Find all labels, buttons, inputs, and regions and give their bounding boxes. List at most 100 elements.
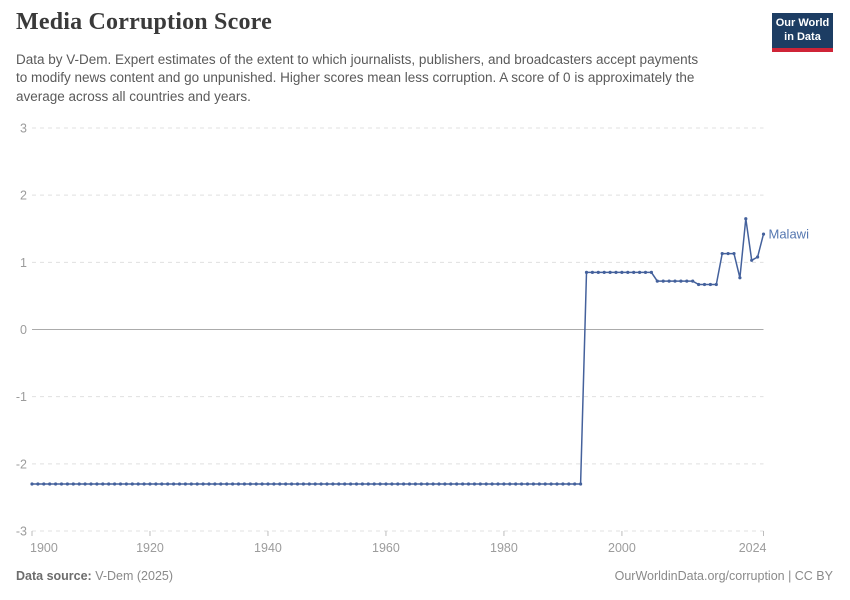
- data-point-marker: [284, 482, 288, 486]
- data-point-marker: [750, 258, 754, 262]
- y-axis-label: 0: [20, 323, 27, 337]
- data-point-marker: [343, 482, 347, 486]
- data-point-marker: [201, 482, 205, 486]
- data-point-marker: [655, 279, 659, 283]
- data-point-marker: [472, 482, 476, 486]
- data-point-marker: [295, 482, 300, 486]
- data-point-marker: [720, 252, 724, 256]
- data-point-marker: [514, 482, 518, 486]
- data-point-marker: [579, 482, 583, 486]
- data-point-marker: [177, 482, 182, 486]
- data-point-marker: [679, 279, 683, 283]
- data-point-marker: [520, 482, 524, 486]
- series-line-malawi[interactable]: [32, 218, 765, 485]
- data-point-marker: [360, 482, 364, 486]
- data-point-marker: [231, 482, 235, 486]
- y-axis-label: 1: [20, 256, 27, 270]
- data-point-marker: [154, 482, 158, 486]
- data-source: Data source: V-Dem (2025): [16, 569, 173, 583]
- data-point-marker: [531, 482, 536, 486]
- data-point-marker: [366, 482, 370, 486]
- data-point-marker: [124, 482, 128, 486]
- data-point-marker: [301, 482, 305, 486]
- data-point-marker: [290, 482, 294, 486]
- x-axis-label: 1900: [30, 541, 58, 555]
- data-point-marker: [614, 270, 618, 274]
- data-point-marker: [567, 482, 571, 486]
- data-point-marker: [596, 270, 600, 274]
- data-point-marker: [590, 270, 595, 274]
- data-point-marker: [331, 482, 335, 486]
- data-point-marker: [148, 482, 152, 486]
- data-point-marker: [407, 482, 412, 486]
- data-point-marker: [402, 482, 406, 486]
- data-point-marker: [431, 482, 435, 486]
- data-point-marker: [160, 482, 164, 486]
- data-point-marker: [242, 482, 246, 486]
- data-point-marker: [219, 482, 223, 486]
- data-point-marker: [702, 282, 707, 287]
- data-point-marker: [107, 482, 111, 486]
- data-point-marker: [278, 482, 282, 486]
- data-point-marker: [761, 232, 766, 236]
- data-point-marker: [248, 482, 252, 486]
- data-point-marker: [573, 482, 577, 486]
- data-point-marker: [691, 279, 695, 283]
- data-point-marker: [643, 270, 648, 274]
- data-point-marker: [266, 482, 270, 486]
- data-point-marker: [83, 482, 87, 486]
- data-point-marker: [638, 270, 642, 274]
- data-point-marker: [484, 482, 488, 486]
- data-point-marker: [549, 482, 553, 486]
- chart-footer: Data source: V-Dem (2025) OurWorldinData…: [16, 569, 833, 583]
- y-axis-label: -2: [16, 457, 27, 471]
- owid-logo-line2: in Data: [784, 30, 821, 43]
- data-point-marker: [54, 482, 58, 486]
- data-point-marker: [65, 482, 69, 486]
- data-point-marker: [384, 482, 388, 486]
- data-point-marker: [525, 482, 530, 486]
- data-point-marker: [236, 482, 241, 486]
- data-point-marker: [437, 482, 441, 486]
- data-point-marker: [396, 482, 400, 486]
- data-point-marker: [490, 482, 494, 486]
- data-point-marker: [89, 482, 93, 486]
- data-point-marker: [714, 282, 718, 287]
- owid-logo[interactable]: Our World in Data: [772, 13, 833, 52]
- data-point-marker: [349, 482, 353, 486]
- data-point-marker: [118, 482, 123, 486]
- data-point-marker: [708, 282, 713, 287]
- data-point-marker: [608, 270, 612, 274]
- data-point-marker: [325, 482, 329, 486]
- data-point-marker: [602, 270, 606, 274]
- data-point-marker: [561, 482, 565, 486]
- x-axis-label: 1920: [136, 541, 164, 555]
- data-point-marker: [419, 482, 423, 486]
- data-point-marker: [443, 482, 447, 486]
- data-point-marker: [726, 252, 730, 256]
- data-point-marker: [254, 482, 258, 486]
- data-point-marker: [732, 252, 736, 256]
- y-axis-label: -1: [16, 390, 27, 404]
- data-point-marker: [620, 270, 624, 274]
- data-point-marker: [697, 282, 701, 287]
- y-axis-label: 2: [20, 189, 27, 203]
- data-point-marker: [508, 482, 512, 486]
- data-point-marker: [502, 482, 506, 486]
- data-point-marker: [372, 482, 376, 486]
- data-point-marker: [378, 482, 382, 486]
- data-point-marker: [207, 482, 211, 486]
- data-point-marker: [30, 482, 34, 486]
- attribution-link[interactable]: OurWorldinData.org/corruption | CC BY: [614, 569, 833, 583]
- x-axis-label: 1940: [254, 541, 282, 555]
- data-point-marker: [425, 482, 429, 486]
- data-point-marker: [543, 482, 547, 486]
- data-point-marker: [195, 482, 199, 486]
- data-point-marker: [189, 482, 193, 486]
- data-point-marker: [319, 482, 323, 486]
- data-point-marker: [455, 482, 459, 486]
- data-point-marker: [667, 279, 671, 283]
- data-point-marker: [744, 217, 748, 221]
